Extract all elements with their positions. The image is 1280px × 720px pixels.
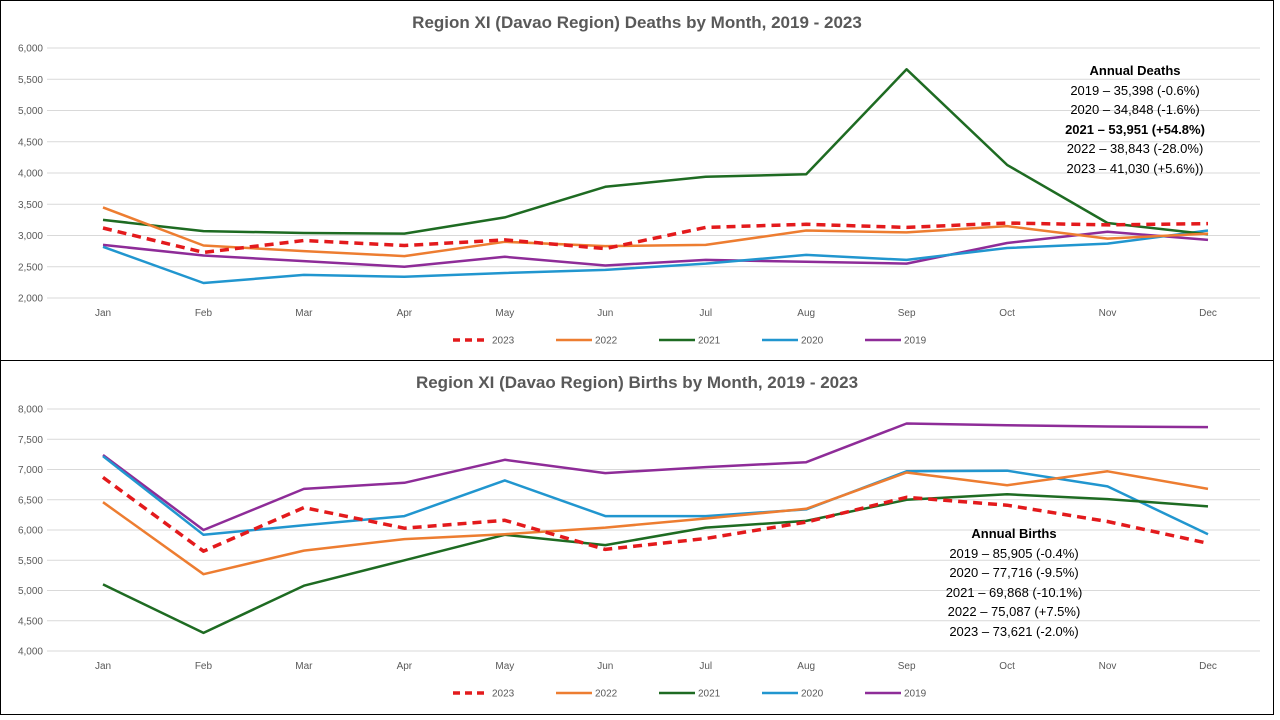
y-tick-label: 5,500 [18,556,43,567]
x-tick-label: Jul [699,308,712,319]
y-tick-label: 4,000 [18,169,43,180]
series-line-2021 [102,68,1209,236]
legend-label: 2021 [698,689,721,700]
x-tick-label: Nov [1099,661,1117,672]
x-tick-label: Aug [797,661,815,672]
x-tick-label: Sep [898,308,916,319]
y-tick-label: 3,500 [18,200,43,211]
x-tick-label: Mar [295,661,313,672]
chart-title: Region XI (Davao Region) Births by Month… [416,373,858,392]
x-tick-label: Oct [999,661,1015,672]
legend-label: 2022 [595,689,618,700]
x-tick-label: Jun [597,308,613,319]
series-line-2020 [102,229,1209,285]
deaths-chart-panel: Region XI (Davao Region) Deaths by Month… [0,0,1274,361]
y-tick-label: 6,500 [18,495,43,506]
legend-label: 2020 [801,689,824,700]
y-tick-label: 7,500 [18,435,43,446]
annotation-title: Annual Deaths [1089,63,1181,78]
annotation-line: 2022 – 75,087 (+7.5%) [947,604,1081,619]
annotation-line: 2019 – 35,398 (-0.6%) [1070,82,1200,98]
y-tick-label: 4,500 [18,616,43,627]
x-tick-label: Dec [1199,661,1217,672]
x-tick-label: Jan [95,308,111,319]
legend-label: 2021 [698,336,721,347]
annotation-line: 2020 – 77,716 (-9.5%) [949,565,1079,580]
x-tick-label: Sep [898,661,916,672]
y-tick-label: 4,000 [18,647,43,658]
x-tick-label: Oct [999,308,1015,319]
x-tick-label: Apr [397,661,413,672]
x-tick-label: Jul [699,661,712,672]
y-tick-label: 2,500 [18,262,43,273]
x-tick-label: Jun [597,661,613,672]
legend-label: 2020 [801,336,824,347]
x-tick-label: Feb [195,661,213,672]
annotation-line: 2021 – 53,951 (+54.8%) [1065,121,1205,137]
y-tick-label: 7,000 [18,465,43,476]
births-chart: Region XI (Davao Region) Births by Month… [18,373,1260,700]
annotation-line: 2021 – 69,868 (-10.1%) [945,584,1083,600]
y-tick-label: 3,000 [18,231,43,242]
annotation-title: Annual Births [971,526,1057,541]
x-tick-label: Aug [797,308,815,319]
y-tick-label: 4,500 [18,137,43,148]
annotation-line: 2023 – 41,030 (+5.6%)) [1066,160,1204,176]
y-tick-label: 6,000 [18,44,43,55]
x-tick-label: Apr [397,308,413,319]
x-tick-label: May [495,661,514,672]
births-chart-panel: Region XI (Davao Region) Births by Month… [0,360,1274,715]
x-tick-label: Nov [1099,308,1117,319]
series-line-2021 [102,493,1209,635]
legend-label: 2023 [492,336,515,347]
y-tick-label: 5,500 [18,75,43,86]
deaths-chart: Region XI (Davao Region) Deaths by Month… [18,13,1260,347]
series-line-2023 [101,475,1209,553]
annotation-line: 2023 – 73,621 (-2.0%) [949,623,1079,639]
y-tick-label: 5,000 [18,106,43,117]
annual-deaths-annotation: Annual Deaths 2019 – 35,398 (-0.6%) 2020… [1035,61,1235,178]
series-line-2022 [102,470,1209,576]
series-line-2020 [102,455,1209,537]
y-tick-label: 5,000 [18,586,43,597]
annotation-line: 2022 – 38,843 (-28.0%) [1066,141,1204,156]
x-tick-label: Mar [295,308,313,319]
x-tick-label: Jan [95,661,111,672]
series-line-2019 [102,230,1209,269]
series-line-2022 [102,206,1209,258]
legend-label: 2022 [595,336,618,347]
x-tick-label: Feb [195,308,213,319]
annotation-line: 2019 – 85,905 (-0.4%) [949,545,1079,561]
legend-label: 2019 [904,689,927,700]
y-tick-label: 2,000 [18,294,43,305]
y-tick-label: 6,000 [18,526,43,537]
x-tick-label: Dec [1199,308,1217,319]
y-tick-label: 8,000 [18,405,43,416]
annotation-line: 2020 – 34,848 (-1.6%) [1070,102,1200,117]
legend-label: 2019 [904,336,927,347]
chart-title: Region XI (Davao Region) Deaths by Month… [412,13,862,32]
series-line-2023 [102,221,1209,255]
series-line-2019 [102,422,1209,532]
legend-label: 2023 [492,689,515,700]
annual-births-annotation: Annual Births 2019 – 85,905 (-0.4%) 2020… [914,524,1114,641]
x-tick-label: May [495,308,514,319]
